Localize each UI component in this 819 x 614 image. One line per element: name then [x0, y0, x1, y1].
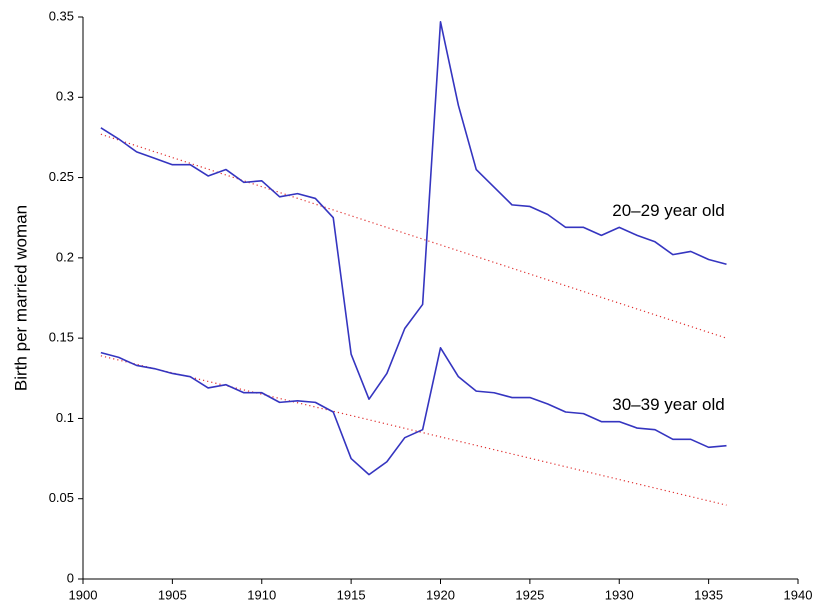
y-tick-label: 0.3: [56, 89, 74, 104]
trend-line: [100, 133, 727, 339]
series-label: 20–29 year old: [612, 201, 724, 220]
x-tick-label: 1900: [69, 587, 98, 602]
x-tick-label: 1940: [784, 587, 813, 602]
x-tick-label: 1905: [158, 587, 187, 602]
y-tick-label: 0.35: [49, 8, 74, 23]
x-tick-label: 1915: [337, 587, 366, 602]
y-tick-label: 0.05: [49, 490, 74, 505]
x-tick-label: 1920: [426, 587, 455, 602]
x-tick-label: 1935: [694, 587, 723, 602]
series-label: 30–39 year old: [612, 395, 724, 414]
y-tick-label: 0.1: [56, 410, 74, 425]
y-tick-label: 0: [67, 570, 74, 585]
y-tick-label: 0.2: [56, 249, 74, 264]
x-tick-label: 1925: [515, 587, 544, 602]
x-tick-label: 1930: [605, 587, 634, 602]
trend-line: [100, 355, 727, 506]
series-line: [100, 346, 727, 476]
series-line: [100, 21, 727, 400]
y-tick-label: 0.15: [49, 330, 74, 345]
x-tick-label: 1910: [247, 587, 276, 602]
y-tick-label: 0.25: [49, 169, 74, 184]
y-axis-title: Birth per married woman: [11, 205, 30, 391]
